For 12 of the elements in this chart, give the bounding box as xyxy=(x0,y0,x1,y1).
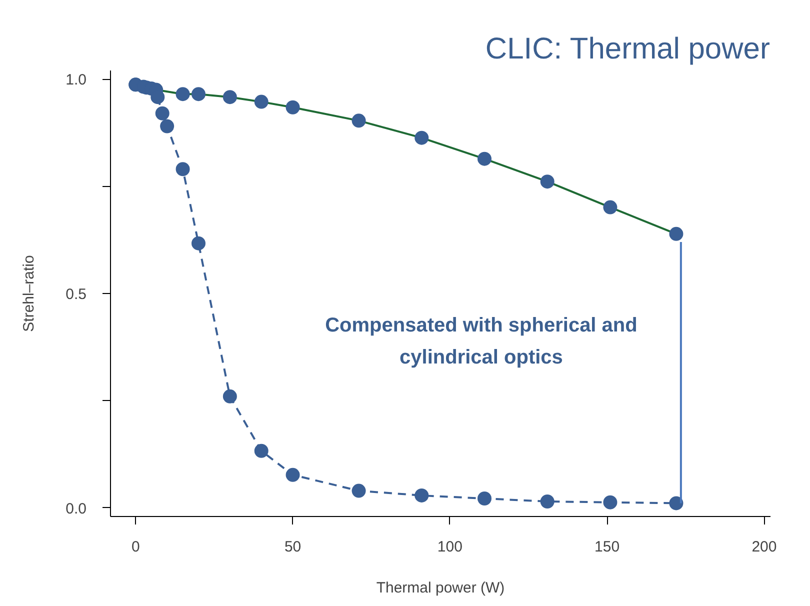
y-tick-label: 1.0 xyxy=(66,72,87,89)
y-tick-label: 0.5 xyxy=(66,286,87,303)
x-tick-label: 50 xyxy=(284,538,302,556)
y-axis-title: Strehl–ratio xyxy=(20,255,38,332)
annotation: Compensated with spherical and cylindrical optics xyxy=(325,314,638,368)
x-tick-label: 150 xyxy=(594,538,620,556)
y-tick-label: 0.0 xyxy=(66,500,87,518)
chart-title: CLIC: Thermal power xyxy=(485,32,770,66)
x-tick-label: 200 xyxy=(752,538,777,556)
x-tick-label: 100 xyxy=(437,538,462,556)
x-axis-title: Thermal power (W) xyxy=(376,580,505,596)
x-tick-label: 0 xyxy=(131,538,140,556)
